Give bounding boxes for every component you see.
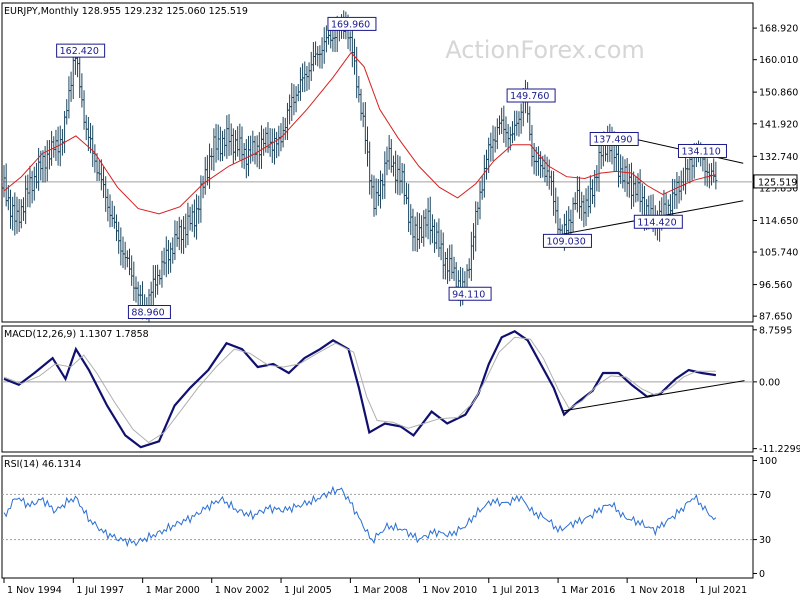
price-y-tick-label: 150.860 [759,88,798,99]
price-y-tick-label: 132.740 [759,152,798,163]
rsi-y-tick-label: 70 [759,490,771,501]
macd-trendline [562,380,745,412]
price-y-tick-label: 105.740 [759,248,798,259]
x-tick-label: 1 Jul 1997 [76,585,124,596]
macd-y-tick-label: -11.2299 [759,444,800,455]
x-tick-label: 1 Mar 2000 [146,585,200,596]
price-y-tick-label: 114.650 [759,216,798,227]
price-annotation: 88.960 [127,305,171,320]
moving-average-line [3,51,717,215]
ohlc-bars [2,10,718,323]
price-annotation-label: 94.110 [452,289,485,300]
macd-panel: 8.7595 0.00 -11.2299 [1,325,800,455]
price-y-tick-label: 141.920 [759,119,798,130]
x-tick-label: 1 Nov 2018 [630,585,685,596]
price-y-tick-label: 123.830 [759,183,798,194]
x-tick-label: 1 Nov 1994 [7,585,62,596]
price-title: EURJPY,Monthly 128.955 129.232 125.060 1… [4,6,248,17]
price-panel-frame [1,2,754,323]
price-annotation-label: 109.030 [546,236,585,247]
price-annotation-label: 114.420 [637,217,676,228]
x-tick-label: 1 Mar 2008 [353,585,407,596]
x-tick-label: 1 Jul 2005 [284,585,332,596]
rsi-panel: 100 70 30 0 [1,455,777,580]
price-annotation-box [506,88,556,103]
price-annotation-label: 149.760 [510,91,549,102]
current-price-label: 125.519 [758,177,797,188]
price-annotation-label: 169.960 [331,19,370,30]
price-annotation-box [127,305,171,320]
current-price-box [753,174,798,189]
price-annotation-box [542,233,592,248]
price-y-tick-label: 168.920 [759,24,798,35]
price-annotation: 137.490 [589,131,639,146]
price-annotation-box [56,43,106,58]
price-annotation-box [633,214,683,229]
x-axis: 1 Nov 1994 1 Jul 1997 1 Mar 2000 1 Nov 2002… [3,578,747,596]
price-annotation-box [589,131,639,146]
macd-line [3,330,717,449]
rsi-y-tick-label: 30 [759,535,771,546]
x-tick-label: 1 Jul 2021 [699,585,747,596]
macd-panel-frame [1,325,754,453]
price-annotation: 94.110 [448,286,492,301]
rsi-y-tick-label: 100 [759,456,777,467]
price-annotation: 149.760 [506,88,556,103]
price-annotation-label: 137.490 [593,134,632,145]
watermark: ActionForex.com [445,36,645,64]
price-y-tick-label: 160.010 [759,55,798,66]
price-y-tick-label: 87.650 [759,312,792,323]
price-annotation-box [677,143,727,158]
price-annotation: 162.420 [56,43,106,58]
price-y-tick-label: 96.560 [759,280,792,291]
rsi-line [3,485,717,548]
price-annotation-label: 88.960 [131,308,164,319]
x-tick-label: 1 Nov 2002 [215,585,270,596]
x-tick-label: 1 Jul 2013 [492,585,540,596]
macd-signal-line [3,336,716,444]
macd-y-tick-label: 8.7595 [759,325,792,336]
price-panel: 168.920 160.010 150.860 141.920 132.740 123.8… [1,2,798,323]
x-tick-label: 1 Mar 2016 [561,585,615,596]
rsi-y-tick-label: 0 [759,569,765,580]
price-annotation: 134.110 [677,143,727,158]
price-annotation: 169.960 [327,16,377,31]
price-annotation-label: 134.110 [681,146,720,157]
price-annotation-box [448,286,492,301]
price-annotation-box [327,16,377,31]
price-annotation-label: 162.420 [60,46,99,57]
price-annotation: 109.030 [542,233,592,248]
price-annotation: 114.420 [633,214,683,229]
x-tick-label: 1 Nov 2010 [422,585,477,596]
macd-y-tick-label: 0.00 [759,377,780,388]
macd-title: MACD(12,26,9) 1.1307 1.7858 [4,329,149,340]
rsi-title: RSI(14) 46.1314 [4,459,81,470]
rsi-panel-frame [1,455,754,579]
